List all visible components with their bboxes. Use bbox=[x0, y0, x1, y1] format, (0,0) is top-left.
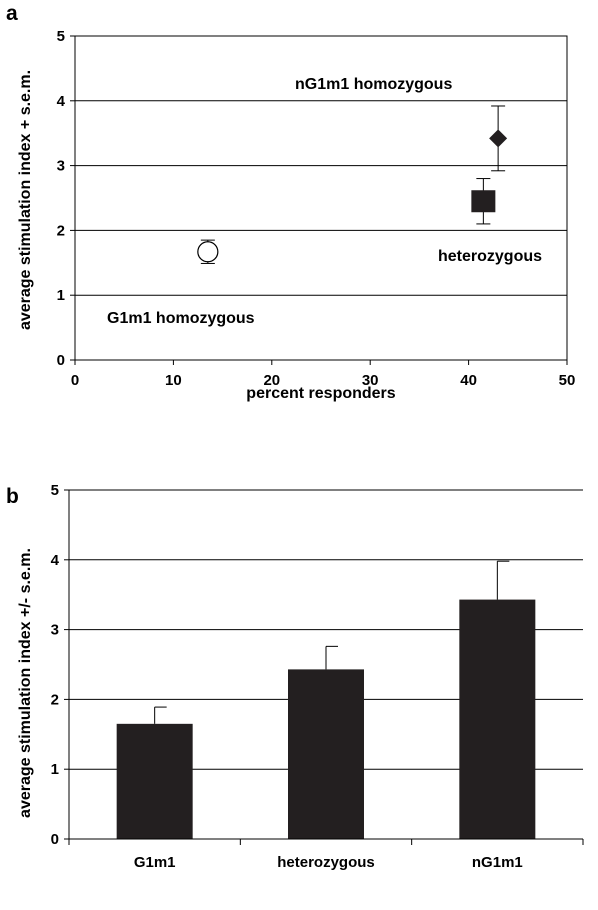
panel-a-plot-frame bbox=[74, 35, 568, 361]
annotation-nG1m1-homozygous: nG1m1 homozygous bbox=[295, 76, 452, 93]
bar-nG1m1 bbox=[459, 599, 536, 839]
panel-b-category-label: nG1m1 bbox=[472, 854, 523, 871]
panel-a-x-tick-label: 40 bbox=[460, 372, 477, 389]
panel-b-y-tick-label: 2 bbox=[51, 691, 59, 708]
panel-b-category-label: G1m1 bbox=[134, 854, 176, 871]
panel-a-y-tick-label: 4 bbox=[57, 93, 66, 110]
panel-b-y-tick-label: 5 bbox=[51, 482, 59, 499]
point-open-circle bbox=[197, 241, 219, 263]
panel-b-y-axis-title: average stimulation index +/- s.e.m. bbox=[17, 548, 34, 818]
bar-G1m1 bbox=[116, 723, 193, 839]
panel-b-bar-chart: b 0 1 2 3 4 5 G1m1 heterozygous nG1m1 average st… bbox=[6, 482, 584, 871]
panel-b-category-label: heterozygous bbox=[277, 854, 375, 871]
annotation-G1m1-homozygous: G1m1 homozygous bbox=[107, 310, 255, 327]
panel-a-x-tick-label: 30 bbox=[362, 372, 379, 389]
annotation-heterozygous: heterozygous bbox=[438, 248, 542, 265]
panel-b-y-tick-label: 1 bbox=[51, 761, 59, 778]
panel-a-y-tick-label: 2 bbox=[57, 222, 65, 239]
panel-a-x-tick-label: 50 bbox=[559, 372, 576, 389]
panel-a-x-tick-label: 20 bbox=[263, 372, 280, 389]
bar-heterozygous bbox=[288, 669, 364, 839]
panel-a-y-tick-label: 1 bbox=[57, 287, 65, 304]
panel-a-y-tick-label: 0 bbox=[57, 352, 65, 369]
point-filled-square bbox=[471, 190, 496, 213]
point-filled-diamond bbox=[489, 129, 508, 148]
panel-b-letter: b bbox=[6, 485, 19, 508]
panel-b-y-tick-label: 0 bbox=[51, 831, 59, 848]
panel-b-y-tick-label: 3 bbox=[51, 622, 59, 639]
panel-a-letter: a bbox=[6, 2, 18, 25]
panel-a-x-tick-label: 0 bbox=[71, 372, 79, 389]
panel-a-y-tick-label: 5 bbox=[57, 28, 65, 45]
panel-a-y-axis-title: average stimulation index + s.e.m. bbox=[17, 70, 34, 330]
panel-b-y-tick-label: 4 bbox=[51, 552, 60, 569]
panel-a-y-tick-label: 3 bbox=[57, 158, 65, 175]
panel-a-x-axis-title: percent responders bbox=[246, 385, 395, 402]
panel-a-x-tick-label: 10 bbox=[165, 372, 182, 389]
